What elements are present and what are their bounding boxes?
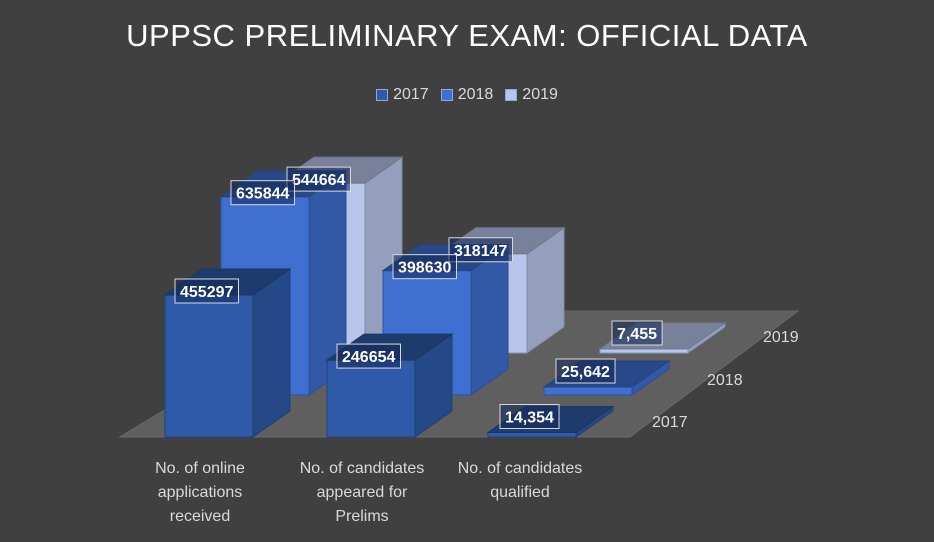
data-label-2018-2: 398630 xyxy=(392,254,457,280)
svg-text:544664: 544664 xyxy=(292,172,345,189)
legend-label-2018: 2018 xyxy=(457,86,494,103)
svg-text:14,354: 14,354 xyxy=(505,410,554,427)
legend-item-2017: 2017 xyxy=(376,86,429,104)
category-label-qualified: No. of candidates qualified xyxy=(440,457,600,505)
data-label-2019-2: 318147 xyxy=(448,237,513,263)
data-label-2018-1: 635844 xyxy=(230,180,295,206)
data-label-2019-3: 7,455 xyxy=(611,320,663,346)
depth-label-2017: 2017 xyxy=(652,414,688,431)
depth-label-2019: 2019 xyxy=(763,329,799,346)
depth-label-2018: 2018 xyxy=(707,372,743,389)
data-label-2018-3: 25,642 xyxy=(555,358,616,384)
chart-title: UPPSC PRELIMINARY EXAM: OFFICIAL DATA xyxy=(126,18,808,53)
legend-swatch-2019 xyxy=(505,89,518,101)
legend-label-2017: 2017 xyxy=(393,86,429,103)
data-label-2017-3: 14,354 xyxy=(499,404,560,430)
category-label-line: Prelims xyxy=(335,508,389,525)
svg-text:455297: 455297 xyxy=(180,284,233,301)
category-label-line: applications xyxy=(157,484,243,501)
legend-swatch-2017 xyxy=(376,89,389,101)
svg-text:398630: 398630 xyxy=(398,260,451,277)
svg-text:7,455: 7,455 xyxy=(617,326,657,343)
svg-text:318147: 318147 xyxy=(454,243,507,260)
legend-item-2018: 2018 xyxy=(440,86,494,104)
category-label-line: No. of candidates xyxy=(299,460,425,477)
svg-text:25,642: 25,642 xyxy=(561,364,610,381)
legend: 2017 2018 2019 xyxy=(0,86,934,104)
legend-item-2019: 2019 xyxy=(505,86,558,104)
category-label-line: No. of online xyxy=(155,460,245,477)
svg-text:246654: 246654 xyxy=(342,349,395,366)
data-label-2017-2: 246654 xyxy=(336,343,401,369)
legend-swatch-2018 xyxy=(440,89,453,101)
category-label-line: qualified xyxy=(490,484,550,501)
category-label-line: appeared for xyxy=(316,484,408,501)
data-label-2019-1: 544664 xyxy=(286,166,351,192)
svg-text:635844: 635844 xyxy=(236,186,289,203)
category-label-line: No. of candidates xyxy=(457,460,583,477)
legend-label-2019: 2019 xyxy=(522,86,558,103)
data-label-2017-1: 455297 xyxy=(174,278,239,304)
category-label-applications: No. of online applications received xyxy=(120,457,280,529)
bar-2017-1 xyxy=(163,268,292,438)
category-label-line: received xyxy=(169,508,231,525)
category-label-appeared: No. of candidates appeared for Prelims xyxy=(282,457,442,529)
